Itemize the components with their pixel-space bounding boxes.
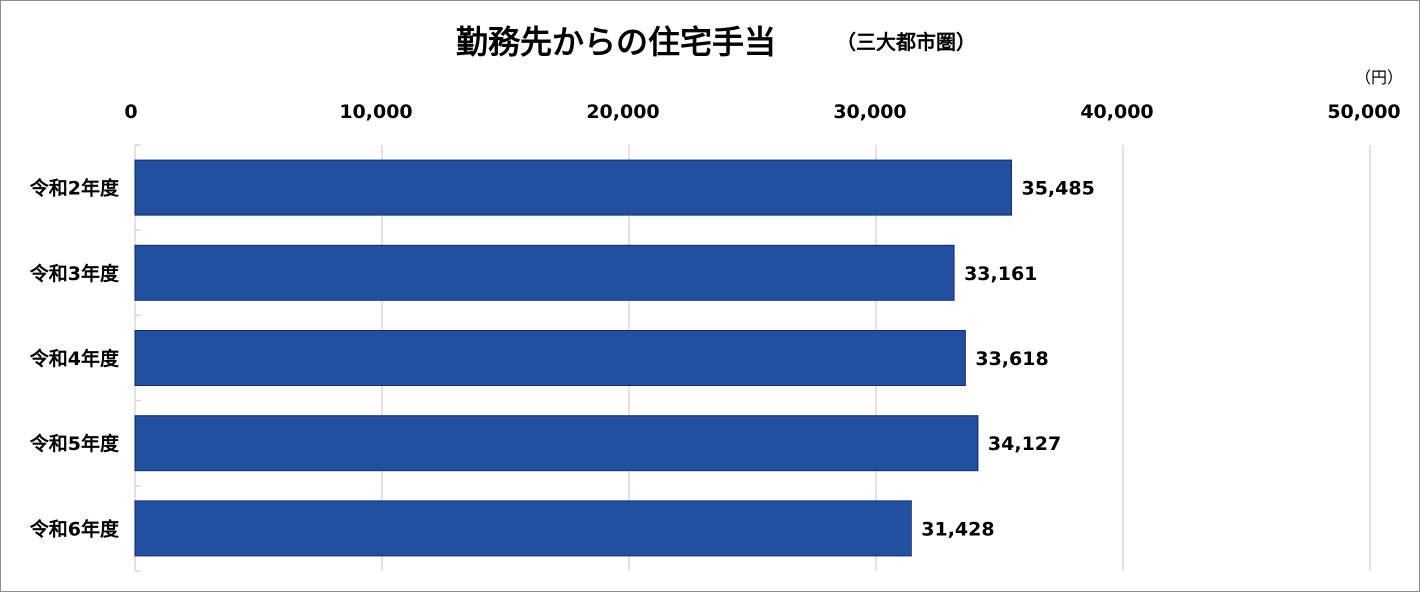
bar (134, 159, 1012, 216)
data-label: 34,127 (988, 433, 1061, 455)
bar (134, 244, 955, 301)
x-tick-label: 20,000 (586, 101, 659, 123)
bar (134, 500, 912, 557)
category-label: 令和4年度 (30, 347, 120, 370)
bar (134, 415, 979, 472)
category-label: 令和3年度 (30, 262, 120, 285)
x-axis-ticks: 0 10,000 20,000 30,000 40,000 50,000 (124, 101, 1400, 123)
x-tick-label: 0 (124, 101, 137, 123)
chart-subtitle: （三大都市圏） (836, 30, 976, 54)
category-label: 令和6年度 (30, 517, 120, 540)
x-tick-label: 10,000 (339, 101, 412, 123)
x-tick-label: 40,000 (1080, 101, 1153, 123)
x-tick-label: 50,000 (1327, 101, 1400, 123)
data-labels: 35,485 33,161 33,618 34,127 31,428 (921, 178, 1095, 541)
unit-label: （円） (1355, 68, 1403, 87)
bar (134, 330, 966, 386)
category-label: 令和5年度 (30, 432, 120, 455)
x-tick-label: 30,000 (833, 101, 906, 123)
chart-title: 勤務先からの住宅手当 (456, 23, 776, 61)
data-label: 31,428 (921, 518, 994, 540)
category-label: 令和2年度 (30, 177, 120, 200)
data-label: 33,161 (964, 263, 1037, 285)
data-label: 35,485 (1021, 178, 1094, 200)
data-label: 33,618 (975, 348, 1048, 370)
bars (134, 159, 1012, 557)
